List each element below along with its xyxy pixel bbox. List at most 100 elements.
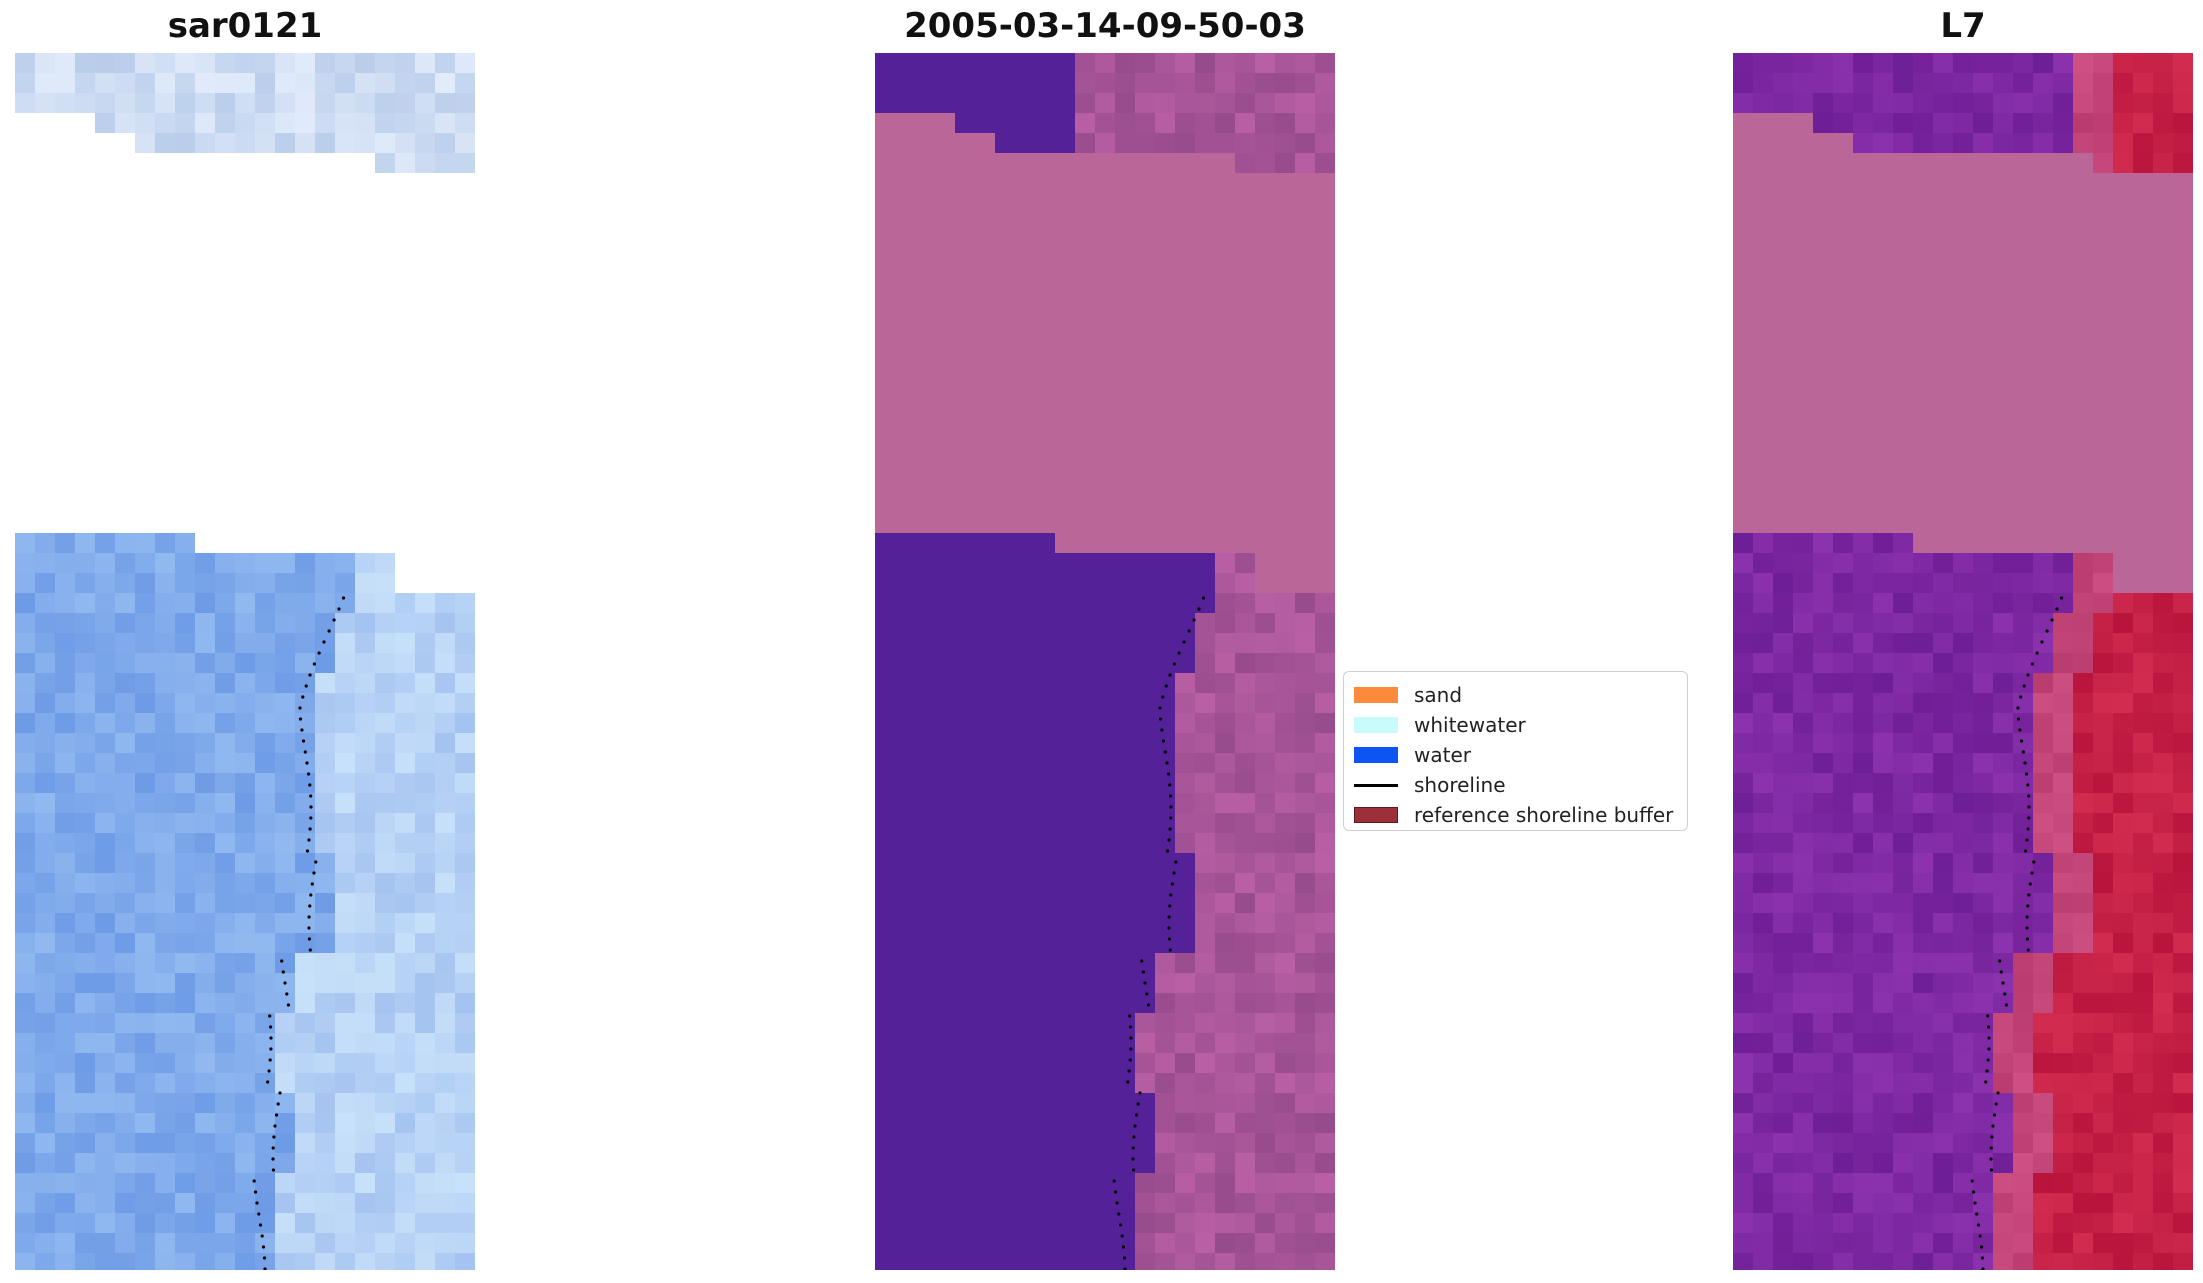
- raster-pixel: [1793, 193, 1814, 214]
- raster-pixel: [295, 873, 316, 894]
- raster-pixel: [1973, 693, 1994, 714]
- raster-pixel: [1315, 1013, 1335, 1034]
- raster-pixel: [215, 733, 236, 754]
- raster-pixel: [2053, 953, 2074, 974]
- raster-pixel: [1315, 853, 1335, 874]
- raster-pixel: [995, 173, 1016, 194]
- raster-pixel: [1933, 1013, 1954, 1034]
- raster-pixel: [2133, 573, 2154, 594]
- raster-pixel: [2033, 413, 2054, 434]
- raster-pixel: [2173, 1253, 2193, 1270]
- shoreline-point: [1131, 1157, 1135, 1161]
- raster-pixel: [1055, 1173, 1076, 1194]
- raster-pixel: [1055, 273, 1076, 294]
- raster-pixel: [2133, 193, 2154, 214]
- raster-pixel: [1095, 133, 1116, 154]
- raster-pixel: [355, 253, 376, 274]
- raster-pixel: [15, 453, 36, 474]
- raster-pixel: [875, 233, 896, 254]
- raster-pixel: [55, 973, 76, 994]
- raster-pixel: [35, 973, 56, 994]
- shoreline-point: [1168, 673, 1172, 677]
- raster-pixel: [1175, 513, 1196, 534]
- reference-buffer-swatch: [1354, 807, 1398, 823]
- raster-pixel: [1833, 913, 1854, 934]
- raster-pixel: [1315, 833, 1335, 854]
- raster-pixel: [75, 1113, 96, 1134]
- raster-pixel: [355, 653, 376, 674]
- raster-pixel: [2153, 253, 2174, 274]
- raster-pixel: [935, 973, 956, 994]
- raster-pixel: [1095, 673, 1116, 694]
- raster-pixel: [2153, 353, 2174, 374]
- raster-pixel: [1035, 773, 1056, 794]
- raster-pixel: [1873, 1113, 1894, 1134]
- raster-pixel: [2153, 673, 2174, 694]
- raster-pixel: [75, 1153, 96, 1174]
- raster-pixel: [95, 1173, 116, 1194]
- raster-pixel: [1315, 373, 1335, 394]
- raster-pixel: [1753, 173, 1774, 194]
- raster-pixel: [2093, 953, 2114, 974]
- raster-pixel: [1315, 893, 1335, 914]
- raster-pixel: [355, 353, 376, 374]
- raster-pixel: [2093, 213, 2114, 234]
- raster-pixel: [455, 253, 475, 274]
- raster-pixel: [195, 153, 216, 174]
- raster-pixel: [2053, 673, 2074, 694]
- shoreline-point: [1167, 838, 1171, 842]
- raster-pixel: [1793, 1053, 1814, 1074]
- raster-pixel: [195, 133, 216, 154]
- raster-pixel: [1993, 453, 2014, 474]
- raster-pixel: [2093, 673, 2114, 694]
- raster-pixel: [1055, 333, 1076, 354]
- raster-pixel: [35, 1113, 56, 1134]
- raster-pixel: [2173, 53, 2193, 74]
- raster-pixel: [375, 833, 396, 854]
- raster-pixel: [1115, 193, 1136, 214]
- raster-pixel: [1873, 1093, 1894, 1114]
- shoreline-point: [274, 1113, 279, 1117]
- raster-pixel: [1295, 793, 1316, 814]
- raster-pixel: [1095, 773, 1116, 794]
- raster-pixel: [2113, 1233, 2134, 1254]
- raster-pixel: [215, 653, 236, 674]
- raster-pixel: [1793, 893, 1814, 914]
- raster-pixel: [1933, 1253, 1954, 1270]
- raster-pixel: [115, 453, 136, 474]
- raster-pixel: [1275, 1233, 1296, 1254]
- raster-pixel: [1235, 893, 1256, 914]
- raster-pixel: [115, 113, 136, 134]
- raster-pixel: [175, 933, 196, 954]
- raster-pixel: [1075, 393, 1096, 414]
- raster-pixel: [935, 393, 956, 414]
- raster-pixel: [1973, 1013, 1994, 1034]
- raster-pixel: [375, 413, 396, 434]
- raster-pixel: [1135, 93, 1156, 114]
- raster-pixel: [135, 313, 156, 334]
- raster-pixel: [455, 213, 475, 234]
- raster-pixel: [1973, 653, 1994, 674]
- raster-pixel: [95, 1213, 116, 1234]
- raster-pixel: [1973, 773, 1994, 794]
- shoreline-point: [271, 1157, 275, 1161]
- raster-pixel: [1753, 113, 1774, 134]
- raster-pixel: [975, 473, 996, 494]
- raster-pixel: [1235, 413, 1256, 434]
- raster-pixel: [335, 553, 356, 574]
- raster-pixel: [195, 813, 216, 834]
- raster-pixel: [355, 1253, 376, 1270]
- raster-pixel: [175, 233, 196, 254]
- raster-pixel: [1833, 53, 1854, 74]
- raster-pixel: [955, 733, 976, 754]
- shoreline-point: [1133, 1124, 1137, 1128]
- raster-pixel: [935, 953, 956, 974]
- raster-pixel: [1295, 853, 1316, 874]
- raster-pixel: [135, 1113, 156, 1134]
- raster-pixel: [1135, 773, 1156, 794]
- raster-pixel: [135, 1093, 156, 1114]
- raster-pixel: [1155, 1233, 1176, 1254]
- raster-pixel: [1833, 493, 1854, 514]
- raster-pixel: [75, 593, 96, 614]
- raster-pixel: [1035, 493, 1056, 514]
